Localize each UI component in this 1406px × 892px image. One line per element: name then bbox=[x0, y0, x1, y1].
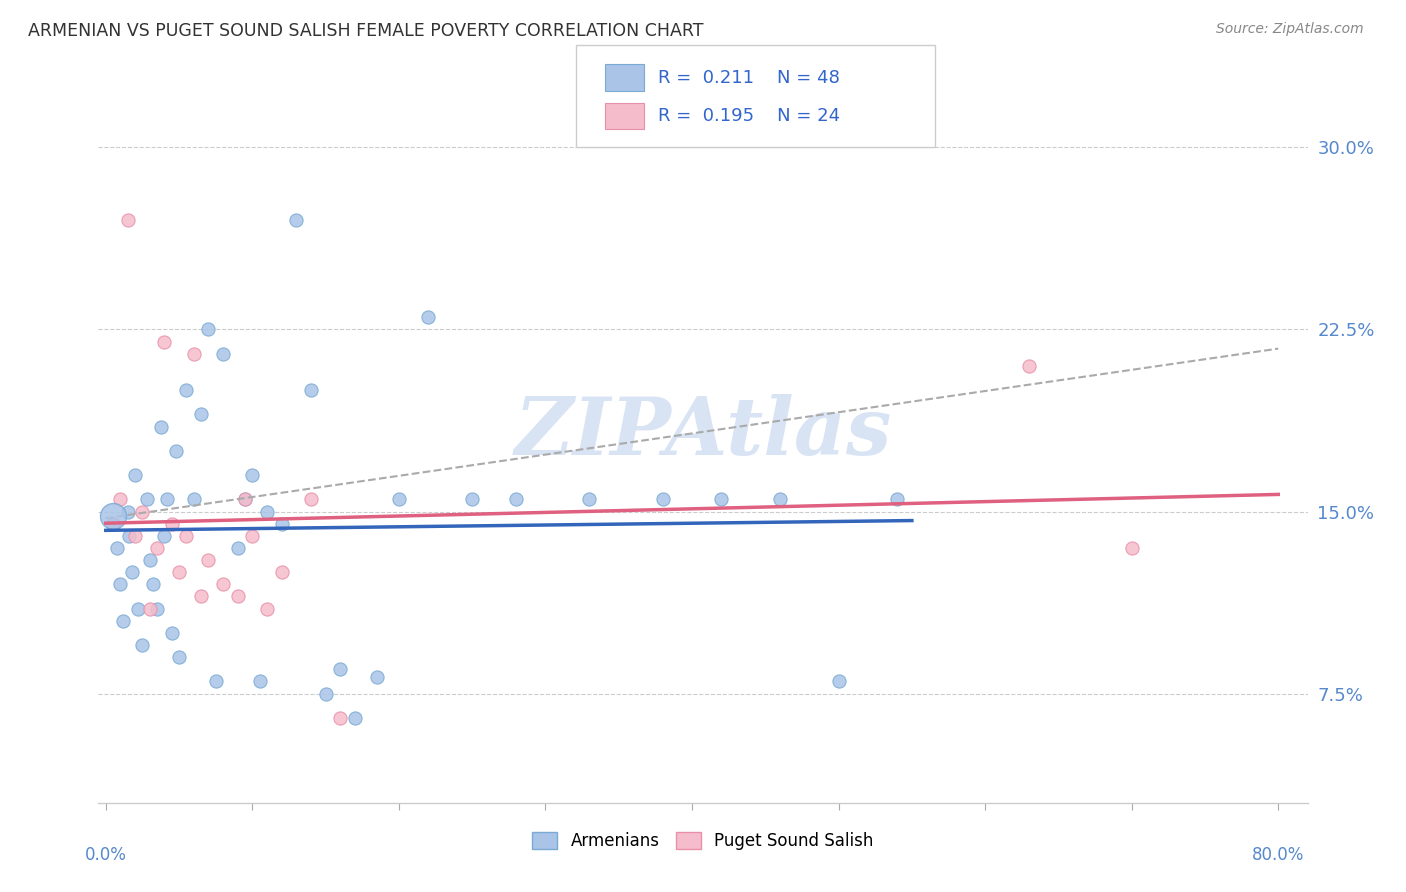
Point bbox=[135, 492, 157, 507]
Point bbox=[197, 322, 219, 336]
Point bbox=[156, 492, 179, 507]
Point bbox=[176, 529, 198, 543]
Point bbox=[1018, 359, 1040, 373]
Legend: Armenians, Puget Sound Salish: Armenians, Puget Sound Salish bbox=[531, 832, 875, 850]
Point bbox=[226, 541, 249, 555]
Point bbox=[124, 468, 146, 483]
Point bbox=[165, 443, 187, 458]
Text: Source: ZipAtlas.com: Source: ZipAtlas.com bbox=[1216, 22, 1364, 37]
Point bbox=[651, 492, 673, 507]
Point bbox=[118, 529, 141, 543]
Point bbox=[138, 601, 160, 615]
Text: 80.0%: 80.0% bbox=[1253, 847, 1305, 864]
Point bbox=[285, 213, 308, 227]
Point bbox=[153, 529, 176, 543]
Point bbox=[256, 601, 278, 615]
Point bbox=[138, 553, 160, 567]
Point bbox=[190, 590, 212, 604]
Text: ZIPAtlas: ZIPAtlas bbox=[515, 394, 891, 471]
Point bbox=[710, 492, 733, 507]
Point bbox=[110, 577, 132, 591]
Point bbox=[240, 468, 263, 483]
Point bbox=[1121, 541, 1143, 555]
Point bbox=[827, 674, 849, 689]
Point bbox=[160, 626, 183, 640]
Point bbox=[343, 711, 366, 725]
Text: 0.0%: 0.0% bbox=[84, 847, 127, 864]
Point bbox=[142, 577, 165, 591]
Point bbox=[153, 334, 176, 349]
Point bbox=[212, 347, 235, 361]
Point bbox=[226, 590, 249, 604]
Point bbox=[101, 509, 124, 524]
Point bbox=[183, 492, 205, 507]
Point bbox=[461, 492, 484, 507]
Point bbox=[233, 492, 256, 507]
Point bbox=[769, 492, 792, 507]
Point bbox=[131, 638, 153, 652]
Point bbox=[299, 383, 322, 397]
Point bbox=[117, 504, 139, 518]
Point bbox=[183, 347, 205, 361]
Point bbox=[329, 711, 352, 725]
Point bbox=[270, 565, 292, 579]
Point bbox=[121, 565, 143, 579]
Text: R =  0.195    N = 24: R = 0.195 N = 24 bbox=[658, 107, 841, 125]
Point bbox=[131, 504, 153, 518]
Point bbox=[176, 383, 198, 397]
Point bbox=[146, 601, 169, 615]
Point bbox=[388, 492, 411, 507]
Point bbox=[110, 492, 132, 507]
Point bbox=[886, 492, 908, 507]
Point bbox=[160, 516, 183, 531]
Point bbox=[240, 529, 263, 543]
Point bbox=[256, 504, 278, 518]
Point bbox=[418, 310, 440, 325]
Point bbox=[101, 516, 124, 531]
Point bbox=[505, 492, 527, 507]
Point bbox=[249, 674, 271, 689]
Point bbox=[146, 541, 169, 555]
Point bbox=[112, 614, 135, 628]
Point bbox=[107, 541, 129, 555]
Point bbox=[167, 650, 190, 665]
Point bbox=[299, 492, 322, 507]
Point bbox=[150, 419, 173, 434]
Point bbox=[117, 213, 139, 227]
Point bbox=[578, 492, 600, 507]
Point bbox=[329, 662, 352, 676]
Point bbox=[101, 516, 124, 531]
Point bbox=[127, 601, 149, 615]
Point bbox=[233, 492, 256, 507]
Point bbox=[167, 565, 190, 579]
Text: ARMENIAN VS PUGET SOUND SALISH FEMALE POVERTY CORRELATION CHART: ARMENIAN VS PUGET SOUND SALISH FEMALE PO… bbox=[28, 22, 703, 40]
Point bbox=[315, 687, 337, 701]
Point bbox=[204, 674, 226, 689]
Point bbox=[270, 516, 292, 531]
Point bbox=[197, 553, 219, 567]
Point bbox=[124, 529, 146, 543]
Point bbox=[190, 408, 212, 422]
Point bbox=[366, 669, 388, 683]
Text: R =  0.211    N = 48: R = 0.211 N = 48 bbox=[658, 69, 839, 87]
Point bbox=[212, 577, 235, 591]
